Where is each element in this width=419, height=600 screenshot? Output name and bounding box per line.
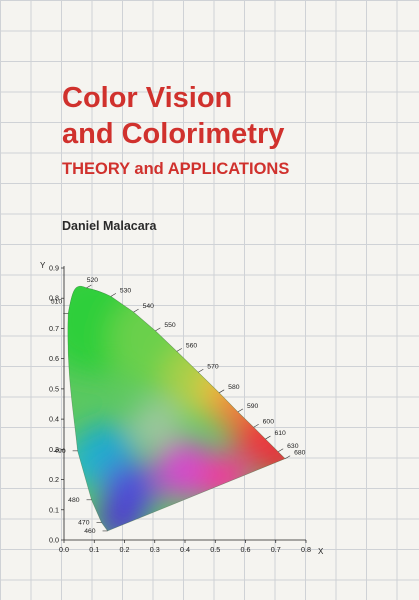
book-title: Color Vision and Colorimetry [62,80,284,152]
x-axis-label: X [318,547,324,556]
wavelength-label-460: 460 [84,528,96,535]
author-name: Daniel Malacara [62,219,157,233]
x-tick-label: 0.0 [59,545,69,554]
wavelength-leader [219,389,225,394]
wavelength-leader [155,327,161,332]
wavelength-label-530: 530 [120,287,132,294]
wavelength-label-490: 490 [54,448,66,455]
x-tick-label: 0.1 [89,545,99,554]
book-subtitle: THEORY and APPLICATIONS [62,160,290,178]
y-tick-label: 0.5 [49,384,59,393]
x-tick-label: 0.8 [301,545,311,554]
wavelength-leader [198,369,204,373]
wavelength-leader [110,293,117,297]
wavelength-label-520: 520 [87,277,99,284]
wavelength-label-680: 680 [294,450,306,457]
wavelength-leader [278,448,284,453]
wavelength-leader [237,408,244,413]
x-tick-label: 0.6 [241,545,251,554]
x-axis-ticks: 0.0 0.1 0.2 0.3 0.4 0.5 0.6 0.7 0.8 [59,540,311,554]
y-tick-label: 0.1 [49,505,59,514]
y-axis-ticks: 0.0 0.1 0.2 0.3 0.4 0.5 0.6 0.7 0.8 0.9 [49,264,64,545]
y-tick-label: 0.7 [49,324,59,333]
wavelength-leader [265,435,271,440]
y-tick-label: 0.6 [49,354,59,363]
spectrum-area [67,286,286,531]
y-tick-label: 0.9 [49,264,59,273]
wavelength-label-600: 600 [263,418,275,425]
wavelength-label-570: 570 [207,363,219,370]
wavelength-labels: 460 470 480 490 510 520 530 540 550 560 570 580 590 6… [51,277,306,535]
title-line-2: and Colorimetry [62,118,285,150]
wavelength-label-550: 550 [164,322,176,329]
wavelength-label-610: 610 [274,430,286,437]
wavelength-label-510: 510 [51,298,63,305]
axes: 0.0 0.1 0.2 0.3 0.4 0.5 0.6 0.7 0.8 0.0 0.1 0.2 0.3… [40,261,324,556]
y-tick-label: 0.0 [49,536,59,545]
wavelength-leader [284,455,291,459]
wavelength-label-480: 480 [68,497,80,504]
x-tick-label: 0.3 [150,545,160,554]
x-tick-label: 0.5 [210,545,220,554]
x-tick-label: 0.2 [120,545,130,554]
y-axis-label: Y [40,261,46,270]
wavelength-label-470: 470 [78,519,90,526]
wavelength-leader [253,424,259,428]
y-tick-label: 0.3 [49,445,59,454]
spectral-locus-outline [67,285,286,532]
wavelength-leader [86,284,92,289]
wavelength-label-580: 580 [228,384,240,391]
wavelength-leader [133,308,139,313]
wavelength-label-630: 630 [287,443,299,450]
title-line-1: Color Vision [62,82,233,114]
wavelength-label-590: 590 [247,403,259,410]
y-tick-label: 0.8 [49,294,59,303]
x-tick-label: 0.4 [180,545,190,554]
wavelength-label-560: 560 [186,342,198,349]
x-tick-label: 0.7 [271,545,281,554]
y-tick-label: 0.2 [49,475,59,484]
y-tick-label: 0.4 [49,415,59,424]
wavelength-label-540: 540 [143,303,155,310]
wavelength-leader [176,348,182,352]
